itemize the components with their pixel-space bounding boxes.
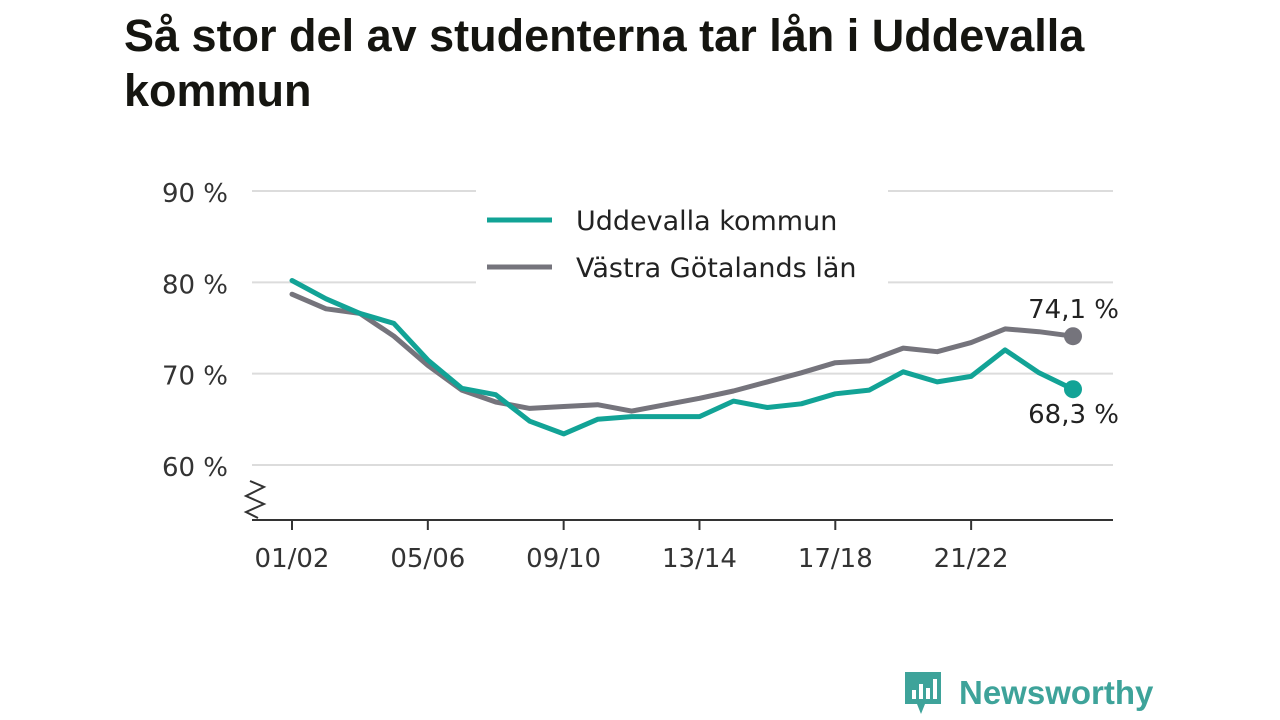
x-tick-label: 17/18	[798, 544, 873, 574]
labels: 74,1 % 68,3 %	[1028, 295, 1119, 430]
series-line	[289, 278, 1076, 437]
end-value-label: 74,1 %	[1028, 295, 1119, 325]
y-tick-label: 60 %	[162, 453, 228, 483]
legend-label: Uddevalla kommun	[576, 206, 837, 237]
x-tick-label: 21/22	[934, 544, 1009, 574]
legend-label: Västra Götalands län	[576, 253, 856, 284]
end-point-marker	[1064, 327, 1082, 346]
y-tick-label: 80 %	[162, 270, 228, 300]
legend-background	[476, 190, 888, 286]
end-value-label: 68,3 %	[1028, 400, 1119, 430]
series-lines	[289, 278, 1082, 437]
y-tick-label: 70 %	[162, 362, 228, 392]
brand-name: Newsworthy	[959, 674, 1154, 711]
page-title: Så stor del av studenterna tar lån i Udd…	[124, 10, 1085, 116]
axis-break-icon	[243, 480, 267, 519]
x-tick-label: 01/02	[255, 544, 330, 574]
series-line	[289, 291, 1076, 414]
x-tick-label: 13/14	[662, 544, 737, 574]
end-point-marker	[1064, 380, 1082, 399]
newsworthy-logo-icon	[905, 672, 941, 714]
legend: Uddevalla kommun Västra Götalands län	[476, 190, 888, 286]
y-tick-label: 90 %	[162, 179, 228, 209]
newsworthy-logo: Newsworthy	[903, 670, 1153, 716]
x-tick-label: 05/06	[390, 544, 465, 574]
axes: 90 % 80 % 70 % 60 % 01/02 05/06 09/10 13/14 17/1…	[162, 179, 1113, 574]
x-tick-label: 09/10	[526, 544, 601, 574]
